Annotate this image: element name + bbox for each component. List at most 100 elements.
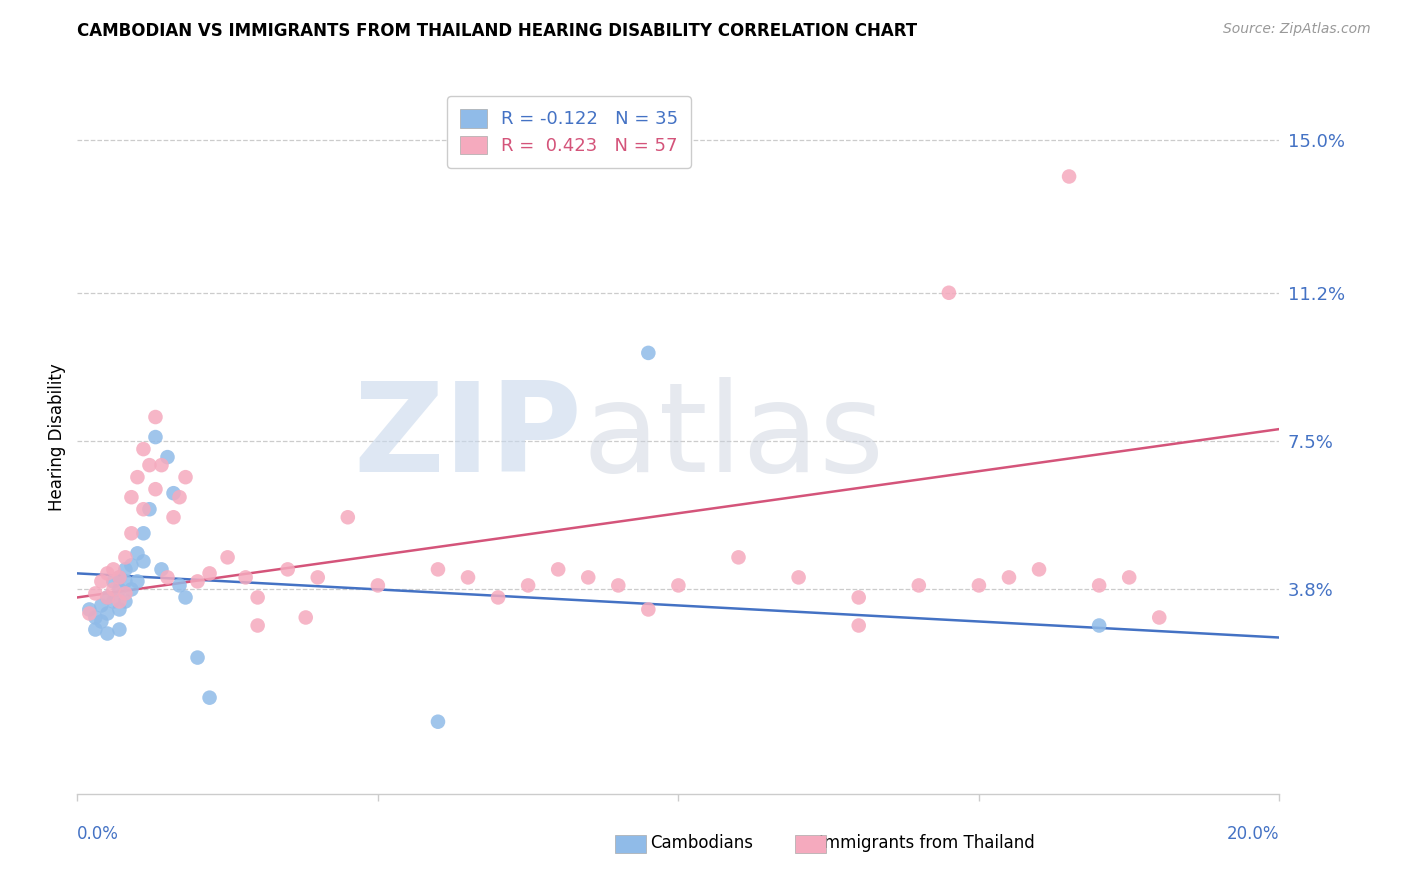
Point xyxy=(145,430,167,444)
Point xyxy=(668,578,690,592)
Point xyxy=(1118,570,1140,584)
Point xyxy=(156,450,179,464)
Point xyxy=(127,546,149,560)
Point xyxy=(517,578,540,592)
Point xyxy=(547,562,569,576)
Point xyxy=(90,574,112,589)
Point xyxy=(1149,610,1171,624)
Text: Source: ZipAtlas.com: Source: ZipAtlas.com xyxy=(1223,22,1371,37)
Point xyxy=(198,690,221,705)
Point xyxy=(174,591,197,605)
Point xyxy=(132,442,155,456)
Text: 20.0%: 20.0% xyxy=(1227,825,1279,843)
Point xyxy=(787,570,810,584)
Point xyxy=(90,615,112,629)
Point xyxy=(114,550,136,565)
Point xyxy=(120,558,142,573)
Point xyxy=(1028,562,1050,576)
Point xyxy=(108,623,131,637)
Point xyxy=(336,510,359,524)
Text: Immigrants from Thailand: Immigrants from Thailand xyxy=(818,834,1035,852)
FancyBboxPatch shape xyxy=(796,835,827,853)
Point xyxy=(103,574,125,589)
Point xyxy=(427,714,450,729)
Point xyxy=(246,591,269,605)
Point xyxy=(79,607,101,621)
Point xyxy=(120,526,142,541)
Point xyxy=(1088,578,1111,592)
Legend: R = -0.122   N = 35, R =  0.423   N = 57: R = -0.122 N = 35, R = 0.423 N = 57 xyxy=(447,96,690,168)
Point xyxy=(246,618,269,632)
Point xyxy=(96,566,118,581)
Point xyxy=(108,570,131,584)
Point xyxy=(187,574,209,589)
Point xyxy=(198,566,221,581)
Point xyxy=(169,490,191,504)
Point xyxy=(848,591,870,605)
Point xyxy=(84,623,107,637)
Point xyxy=(138,458,160,472)
Point xyxy=(427,562,450,576)
Point xyxy=(908,578,931,592)
Point xyxy=(132,526,155,541)
Point xyxy=(457,570,479,584)
Point xyxy=(108,602,131,616)
FancyBboxPatch shape xyxy=(616,835,647,853)
Point xyxy=(103,582,125,597)
Point xyxy=(307,570,329,584)
Point xyxy=(150,562,173,576)
Point xyxy=(96,591,118,605)
Point xyxy=(576,570,599,584)
Text: 0.0%: 0.0% xyxy=(77,825,120,843)
Point xyxy=(938,285,960,300)
Point xyxy=(96,591,118,605)
Point xyxy=(727,550,749,565)
Point xyxy=(277,562,299,576)
Point xyxy=(120,582,142,597)
Y-axis label: Hearing Disability: Hearing Disability xyxy=(48,363,66,511)
Point xyxy=(637,346,659,360)
Point xyxy=(1088,618,1111,632)
Text: atlas: atlas xyxy=(582,376,884,498)
Point xyxy=(79,602,101,616)
Point xyxy=(607,578,630,592)
Point xyxy=(848,618,870,632)
Point xyxy=(108,582,131,597)
Point xyxy=(150,458,173,472)
Point xyxy=(132,502,155,516)
Point xyxy=(187,650,209,665)
Point xyxy=(127,470,149,484)
Point xyxy=(138,502,160,516)
Point xyxy=(114,594,136,608)
Point xyxy=(162,486,184,500)
Point xyxy=(998,570,1021,584)
Point xyxy=(96,626,118,640)
Point xyxy=(1057,169,1080,184)
Point xyxy=(637,602,659,616)
Point xyxy=(84,610,107,624)
Point xyxy=(114,586,136,600)
Point xyxy=(486,591,509,605)
Point xyxy=(235,570,257,584)
Text: CAMBODIAN VS IMMIGRANTS FROM THAILAND HEARING DISABILITY CORRELATION CHART: CAMBODIAN VS IMMIGRANTS FROM THAILAND HE… xyxy=(77,22,918,40)
Point xyxy=(103,594,125,608)
Point xyxy=(162,510,184,524)
Point xyxy=(120,490,142,504)
Point xyxy=(96,607,118,621)
Point xyxy=(156,570,179,584)
Point xyxy=(132,554,155,568)
Point xyxy=(145,410,167,425)
Point xyxy=(127,574,149,589)
Point xyxy=(84,586,107,600)
Text: Cambodians: Cambodians xyxy=(650,834,754,852)
Point xyxy=(367,578,389,592)
Point xyxy=(103,562,125,576)
Point xyxy=(90,599,112,613)
Point xyxy=(108,594,131,608)
Point xyxy=(145,482,167,496)
Point xyxy=(169,578,191,592)
Point xyxy=(967,578,990,592)
Point xyxy=(108,570,131,584)
Point xyxy=(217,550,239,565)
Point xyxy=(114,562,136,576)
